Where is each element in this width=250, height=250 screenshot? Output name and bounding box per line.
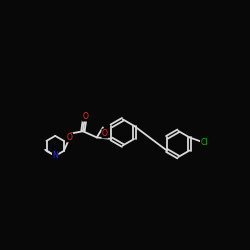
Text: O: O <box>67 133 73 142</box>
Text: O: O <box>82 112 88 121</box>
Text: N: N <box>52 152 58 160</box>
Text: Cl: Cl <box>200 138 208 146</box>
Text: O: O <box>102 129 108 138</box>
